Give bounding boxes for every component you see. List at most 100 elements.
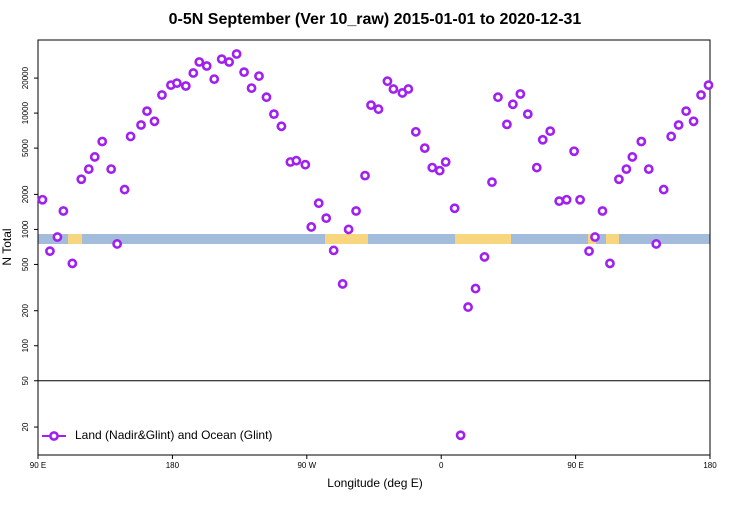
data-point: [216, 54, 227, 65]
data-point: [201, 61, 212, 71]
data-point: [627, 152, 638, 162]
y-tick-label: 10000: [21, 101, 30, 124]
data-point: [502, 119, 512, 130]
legend-label: Land (Nadir&Glint) and Ocean (Glint): [75, 428, 272, 442]
data-point: [487, 177, 497, 188]
data-point: [209, 74, 220, 84]
x-tick-label: 0: [439, 461, 444, 470]
data-point: [119, 184, 130, 195]
data-point: [449, 203, 460, 214]
data-point: [658, 184, 669, 195]
data-point: [696, 90, 706, 100]
data-point: [455, 430, 466, 441]
x-axis-label: Longitude (deg E): [327, 476, 422, 490]
data-point: [97, 136, 108, 147]
data-point: [382, 76, 393, 87]
data-point: [427, 162, 438, 173]
y-tick-label: 2000: [21, 185, 30, 203]
data-point: [666, 131, 677, 142]
data-point: [360, 170, 370, 181]
chart-title: 0-5N September (Ver 10_raw) 2015-01-01 t…: [169, 11, 582, 28]
data-point: [673, 120, 684, 130]
data-point: [180, 81, 191, 91]
data-point: [76, 174, 87, 185]
data-point: [403, 84, 414, 94]
x-tick-label: 90 E: [30, 461, 46, 470]
data-point: [321, 213, 332, 224]
y-tick-label: 20000: [21, 66, 30, 89]
data-point: [366, 100, 376, 111]
data-point: [149, 116, 160, 127]
data-point: [575, 194, 585, 205]
data-point: [58, 206, 69, 216]
data-point: [561, 194, 572, 205]
data-point: [688, 116, 699, 127]
data-point: [239, 67, 249, 78]
data-point: [537, 134, 548, 145]
data-point: [479, 252, 490, 262]
data-point: [590, 232, 600, 242]
data-point: [636, 136, 647, 147]
data-point: [67, 258, 78, 269]
x-tick-label: 90 W: [297, 461, 316, 470]
data-point: [83, 164, 94, 175]
y-tick-label: 1000: [21, 220, 30, 238]
data-point: [545, 126, 556, 137]
data-point: [112, 239, 123, 249]
data-point: [434, 165, 445, 176]
data-point: [531, 162, 542, 173]
data-point: [188, 68, 199, 78]
data-point: [171, 78, 182, 89]
data-point: [605, 258, 615, 269]
data-point: [651, 239, 662, 249]
plot-frame: [37, 39, 711, 456]
data-point: [515, 89, 526, 99]
x-tick-label: 180: [703, 461, 717, 470]
data-point: [703, 80, 714, 91]
data-point: [440, 157, 451, 167]
data-point: [254, 71, 264, 81]
y-tick-label: 5000: [21, 139, 30, 157]
data-point: [246, 83, 257, 94]
data-point: [231, 49, 242, 59]
data-point: [388, 84, 399, 94]
x-tick-label: 90 E: [567, 461, 583, 470]
data-point: [37, 194, 48, 205]
data-point: [343, 224, 354, 235]
data-point: [300, 159, 311, 170]
data-point: [261, 92, 272, 103]
data-point: [373, 104, 384, 115]
data-point: [507, 99, 518, 110]
data-point: [89, 152, 100, 162]
y-tick-label: 100: [21, 339, 30, 353]
data-point: [52, 232, 63, 242]
data-point: [621, 164, 632, 175]
y-axis-label: N Total: [0, 228, 14, 265]
data-point: [276, 121, 287, 132]
data-point: [470, 283, 481, 294]
data-point: [419, 143, 430, 154]
data-point: [125, 131, 136, 142]
data-point: [410, 126, 421, 137]
data-point: [136, 120, 146, 130]
data-point: [351, 206, 361, 216]
data-point: [554, 196, 565, 207]
data-point: [306, 222, 317, 232]
data-point: [269, 109, 279, 120]
data-point: [157, 90, 167, 100]
data-point: [337, 279, 348, 289]
y-tick-label: 500: [21, 257, 30, 271]
legend-marker: [49, 431, 59, 441]
data-point: [224, 57, 235, 67]
data-point: [493, 92, 503, 103]
data-point: [106, 164, 117, 175]
data-point: [463, 302, 473, 312]
y-tick-label: 50: [21, 376, 30, 385]
data-point: [584, 246, 594, 257]
data-point: [45, 246, 55, 257]
y-tick-label: 200: [21, 304, 30, 318]
data-point: [569, 146, 580, 157]
data-point: [614, 174, 624, 185]
data-point: [194, 57, 205, 67]
